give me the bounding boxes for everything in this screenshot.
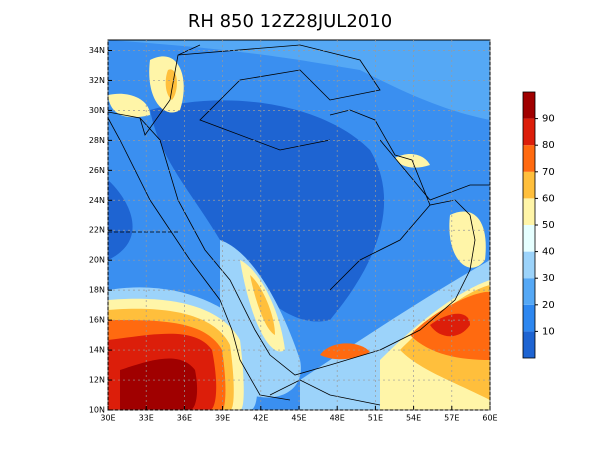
- colorbar: 10 20 30 40 50 60 70 80 90: [522, 91, 555, 359]
- colorbar-swatch: [523, 225, 535, 252]
- x-tick-label: 36E: [177, 414, 192, 423]
- x-tick-label: 39E: [215, 414, 230, 423]
- y-tick-label: 12N: [89, 376, 105, 385]
- x-tick-label: 45E: [291, 414, 306, 423]
- colorbar-label: 70: [542, 167, 555, 178]
- colorbar-swatch: [523, 145, 535, 172]
- x-tick-label: 42E: [253, 414, 268, 423]
- colorbar-swatch: [523, 92, 535, 119]
- colorbar-label: 30: [542, 273, 555, 284]
- x-tick-label: 33E: [139, 414, 154, 423]
- y-tick-label: 34N: [89, 46, 105, 55]
- colorbar-swatch: [523, 198, 535, 225]
- y-tick-label: 10N: [89, 406, 105, 415]
- y-tick-label: 30N: [89, 106, 105, 115]
- colorbar-swatch: [523, 278, 535, 305]
- colorbar-swatch: [523, 304, 535, 332]
- colorbar-label: 60: [542, 193, 555, 204]
- axes: 30E 33E 36E 39E 42E 45E 48E 51E 54E 57E 60E 10N 12N 1…: [89, 40, 498, 423]
- colorbar-swatch: [523, 251, 535, 279]
- x-tick-label: 48E: [330, 414, 345, 423]
- y-tick-label: 18N: [89, 286, 105, 295]
- colorbar-label: 50: [542, 220, 555, 231]
- x-tick-label: 30E: [100, 414, 115, 423]
- y-tick-label: 14N: [89, 346, 105, 355]
- colorbar-swatch: [523, 171, 535, 199]
- map-title: RH 850 12Z28JUL2010: [188, 11, 392, 32]
- colorbar-swatch: [523, 118, 535, 146]
- colorbar-label: 10: [542, 326, 555, 337]
- y-tick-label: 16N: [89, 316, 105, 325]
- colorbar-label: 90: [542, 114, 555, 125]
- y-tick-label: 26N: [89, 166, 105, 175]
- x-tick-label: 57E: [444, 414, 459, 423]
- y-tick-label: 32N: [89, 76, 105, 85]
- x-tick-label: 51E: [368, 414, 383, 423]
- x-tick-label: 60E: [482, 414, 497, 423]
- y-tick-label: 20N: [89, 256, 105, 265]
- y-tick-label: 24N: [89, 196, 105, 205]
- colorbar-label: 80: [542, 140, 555, 151]
- y-tick-label: 22N: [89, 226, 105, 235]
- y-tick-label: 28N: [89, 136, 105, 145]
- colorbar-label: 40: [542, 247, 555, 258]
- colorbar-swatch: [523, 331, 535, 358]
- x-tick-label: 54E: [406, 414, 421, 423]
- colorbar-label: 20: [542, 300, 555, 311]
